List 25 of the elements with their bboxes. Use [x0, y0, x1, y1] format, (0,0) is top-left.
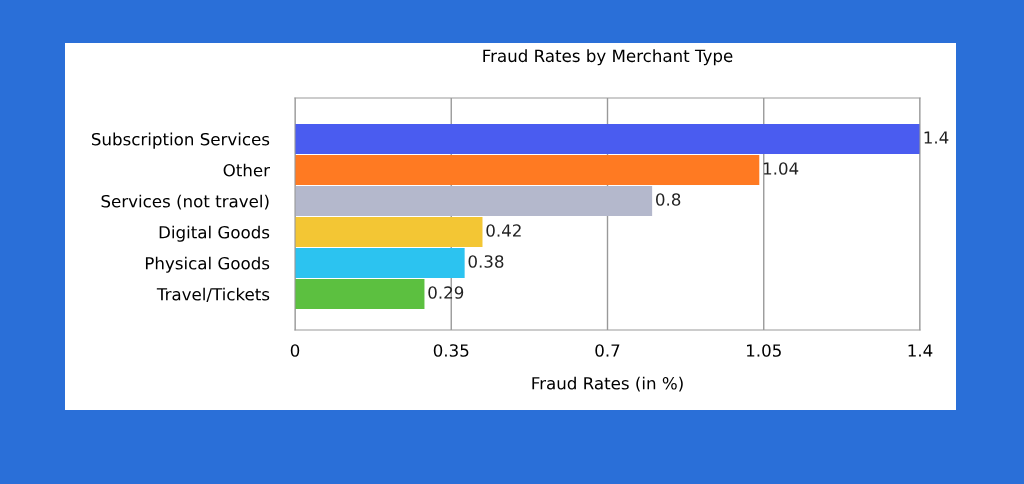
bar [295, 278, 425, 310]
x-tick-label: 1.4 [908, 344, 933, 357]
x-tick-label: 1.05 [747, 344, 781, 357]
x-axis-title: Fraud Rates (in %) [532, 376, 683, 392]
data-label: 0.29 [428, 286, 464, 299]
x-tick-label: 0 [290, 344, 300, 357]
data-label: 0.42 [486, 224, 521, 237]
bar [295, 247, 465, 279]
bar [295, 154, 760, 185]
y-tick-label: Other [223, 163, 270, 177]
y-tick-label: Physical Goods [145, 256, 270, 273]
y-tick-label: Travel/Tickets [156, 287, 270, 302]
y-tick-label: Services (not travel) [101, 194, 269, 210]
data-label: 1.04 [763, 162, 799, 175]
chart-title: Fraud Rates by Merchant Type [483, 49, 733, 66]
bar [295, 185, 653, 217]
y-tick-label: Digital Goods [159, 225, 270, 242]
x-tick-label: 0.35 [433, 344, 469, 357]
data-label: 1.4 [924, 131, 949, 144]
data-label: 0.38 [468, 255, 504, 268]
bar [295, 216, 483, 248]
bar [295, 123, 920, 154]
x-tick-label: 0.7 [595, 344, 620, 357]
y-tick-label: Subscription Services [91, 132, 270, 149]
data-label: 0.8 [656, 193, 681, 206]
